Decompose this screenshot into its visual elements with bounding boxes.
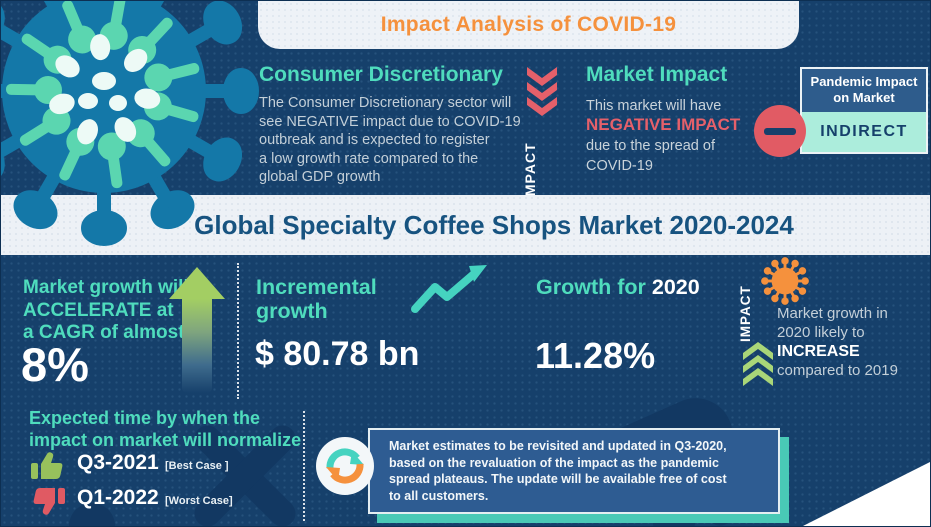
impact-label-vertical: IMPACT xyxy=(738,285,753,343)
cagr-value: 8% xyxy=(21,338,89,391)
cagr-text: Market growth will ACCELERATE at a CAGR … xyxy=(23,277,189,343)
market-impact-text: This market will have xyxy=(586,98,722,114)
pandemic-impact-value: INDIRECT xyxy=(802,112,926,152)
virus-icon xyxy=(761,257,809,305)
normalize-heading: Expected time by when the impact on mark… xyxy=(29,408,302,450)
worst-case-note: [Worst Case] xyxy=(165,495,233,507)
incremental-growth-label: Incremental growth xyxy=(256,275,377,323)
market-impact-heading: Market Impact xyxy=(586,63,728,86)
update-note-box: Market estimates to be revisited and upd… xyxy=(368,428,780,514)
market-title: Global Specialty Coffee Shops Market 202… xyxy=(194,210,794,240)
pandemic-impact-box: Pandemic Impact on Market INDIRECT xyxy=(800,67,928,154)
sector-heading: Consumer Discretionary xyxy=(259,63,503,86)
thumbs-up-icon xyxy=(31,452,63,479)
best-case-quarter: Q3-2021 xyxy=(77,451,159,474)
arrow-up-icon xyxy=(169,267,225,393)
sector-description: The Consumer Discretionary sector will s… xyxy=(259,95,521,185)
virus-icon xyxy=(1,1,259,246)
pandemic-impact-title: Pandemic Impact on Market xyxy=(802,69,926,112)
chevrons-down-icon xyxy=(527,67,557,116)
growth-2020-label: Growth for 2020 xyxy=(536,275,700,299)
minus-icon xyxy=(754,105,806,157)
arrow-body xyxy=(182,299,212,393)
increase-highlight: INCREASE xyxy=(777,343,860,360)
minus-bar xyxy=(764,127,796,135)
market-impact-text: due to the spread of xyxy=(586,138,715,154)
growth-2020-value: 11.28% xyxy=(535,335,656,376)
refresh-icon xyxy=(316,437,374,495)
refresh-arrows xyxy=(326,448,364,484)
arrow-head xyxy=(169,267,225,299)
vertical-divider xyxy=(303,411,305,521)
negative-impact-highlight: NEGATIVE IMPACT xyxy=(586,115,741,134)
best-case-note: [Best Case ] xyxy=(165,460,229,472)
trend-up-icon xyxy=(411,265,487,313)
corner-wedge xyxy=(799,461,930,526)
incremental-growth-value: $ 80.78 bn xyxy=(255,335,420,373)
impact-2020-text: Market growth in 2020 likely to INCREASE… xyxy=(777,304,927,380)
vertical-divider xyxy=(237,263,239,399)
page-title: Impact Analysis of COVID-19 xyxy=(380,13,677,36)
chevrons-up-icon xyxy=(743,342,773,386)
covid-title-banner: Impact Analysis of COVID-19 xyxy=(258,1,799,49)
decor-shape xyxy=(69,503,115,526)
worst-case-quarter: Q1-2022 xyxy=(77,486,159,509)
thumbs-down-icon xyxy=(33,488,65,515)
market-impact-text: COVID-19 xyxy=(586,158,653,174)
